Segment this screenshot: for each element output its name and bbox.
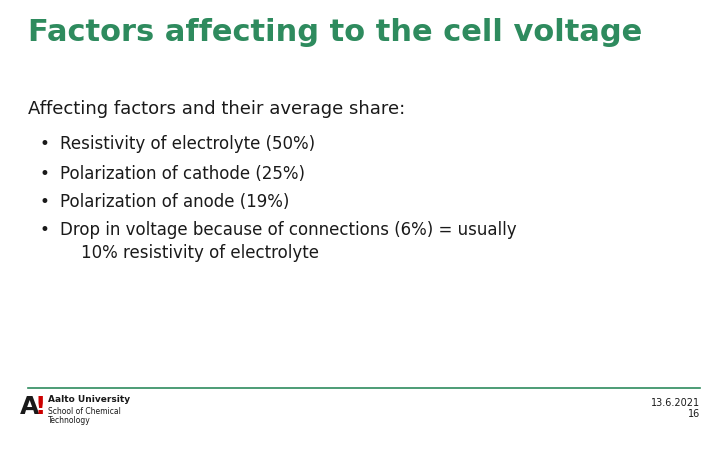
Text: !: ! [34, 395, 45, 419]
Text: 16: 16 [688, 409, 700, 419]
Text: •: • [40, 165, 50, 183]
Text: Polarization of cathode (25%): Polarization of cathode (25%) [60, 165, 305, 183]
Text: 13.6.2021: 13.6.2021 [651, 398, 700, 408]
Text: Technology: Technology [48, 416, 91, 425]
Text: •: • [40, 193, 50, 211]
Text: Drop in voltage because of connections (6%) = usually
    10% resistivity of ele: Drop in voltage because of connections (… [60, 221, 517, 262]
Text: Aalto University: Aalto University [48, 395, 130, 404]
Text: •: • [40, 221, 50, 239]
Text: School of Chemical: School of Chemical [48, 407, 121, 416]
Text: A: A [20, 395, 40, 419]
Text: •: • [40, 135, 50, 153]
Text: Factors affecting to the cell voltage: Factors affecting to the cell voltage [28, 18, 642, 47]
Text: Resistivity of electrolyte (50%): Resistivity of electrolyte (50%) [60, 135, 315, 153]
Text: Affecting factors and their average share:: Affecting factors and their average shar… [28, 100, 405, 118]
Text: Polarization of anode (19%): Polarization of anode (19%) [60, 193, 289, 211]
